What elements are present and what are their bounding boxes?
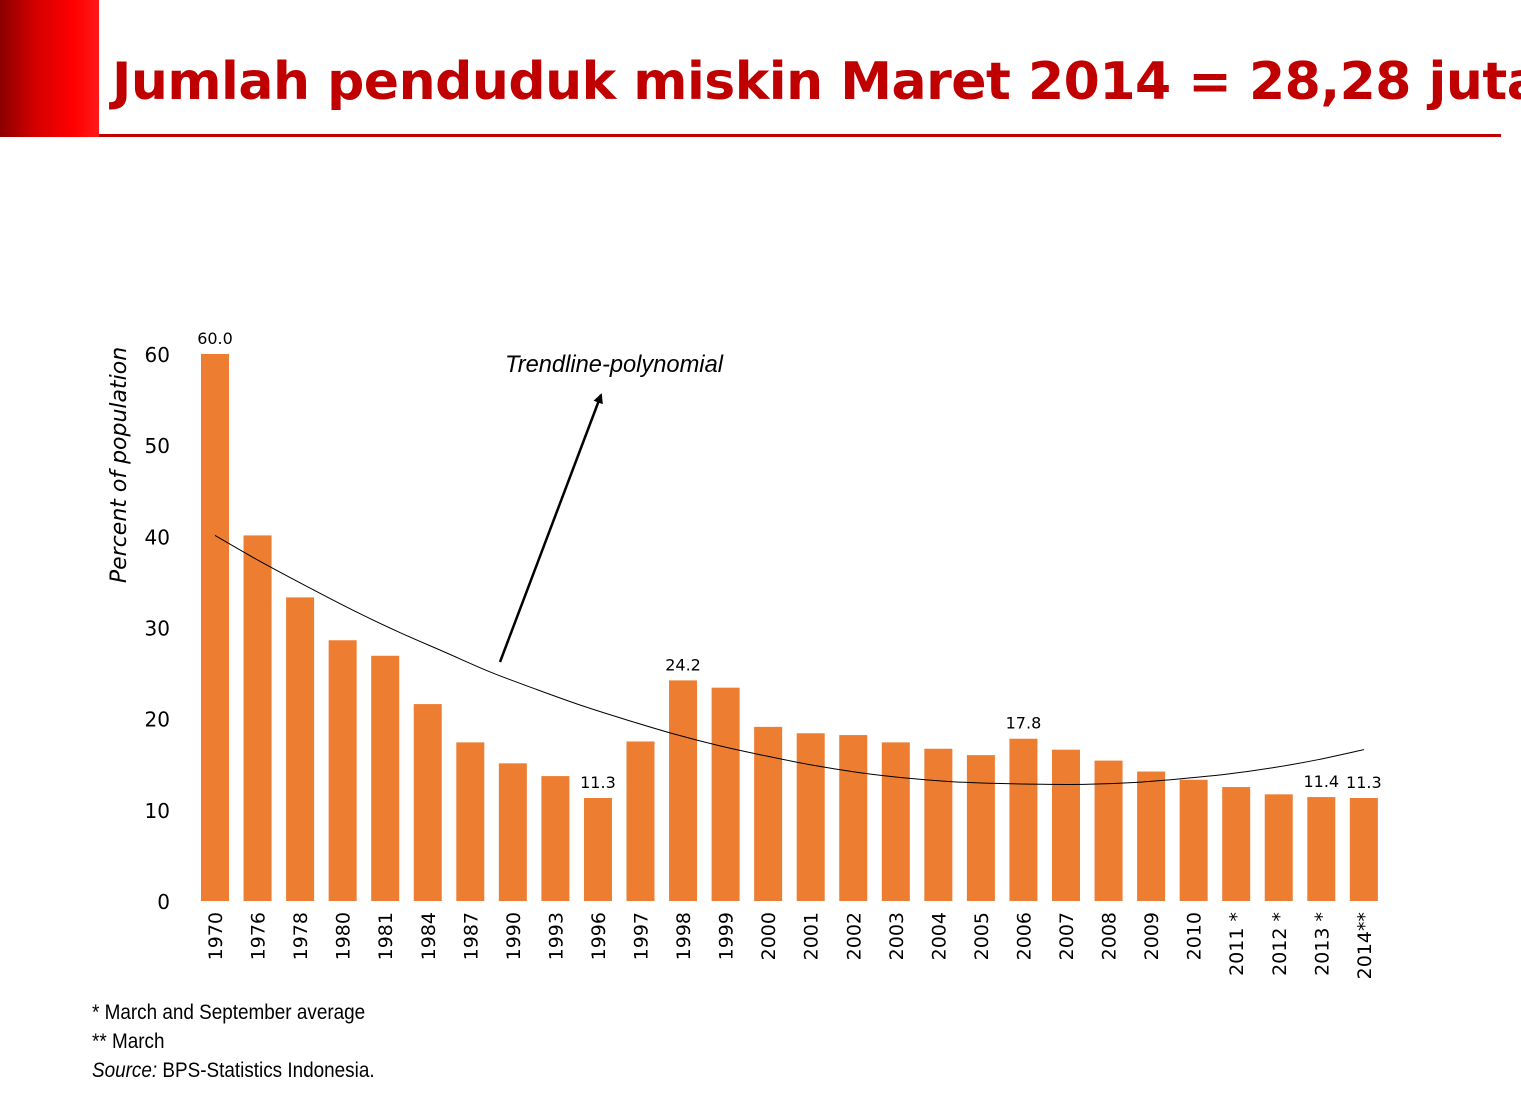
x-tick-label: 2014** (1354, 912, 1376, 979)
bar (1264, 794, 1293, 901)
x-tick-label: 1987 (460, 912, 482, 960)
bar (881, 742, 910, 901)
x-tick-label: 2010 (1184, 912, 1206, 960)
bar (541, 776, 570, 901)
x-tick-label: 2002 (843, 912, 865, 960)
x-tick-label: 1980 (333, 912, 355, 960)
y-tick-label: 0 (157, 890, 170, 914)
x-tick-label: 1998 (673, 912, 695, 960)
data-label: 60.0 (197, 329, 233, 348)
bar (498, 763, 527, 901)
x-tick-label: 1997 (631, 912, 653, 960)
bar (201, 354, 229, 901)
x-tick-label: 2003 (886, 912, 908, 960)
x-tick-label: 1981 (375, 912, 397, 960)
bar (669, 680, 698, 901)
slide-title: Jumlah penduduk miskin Maret 2014 = 28,2… (112, 52, 1521, 112)
bar (1349, 797, 1378, 901)
trendline (214, 534, 1364, 785)
footnote-double-star: ** March (92, 1030, 165, 1053)
bar (966, 755, 995, 901)
bar (711, 687, 740, 901)
bar (1009, 738, 1038, 901)
bar (456, 742, 485, 901)
x-tick-label: 2005 (971, 912, 993, 960)
source-label: Source: (92, 1059, 158, 1082)
y-axis-title: Percent of population (107, 347, 132, 583)
bar (243, 535, 272, 901)
bar (371, 655, 400, 901)
x-tick-label: 1996 (588, 912, 610, 960)
bar (626, 741, 655, 901)
x-tick-label: 2008 (1099, 912, 1121, 960)
bar (1222, 787, 1251, 901)
y-tick-label: 40 (145, 525, 170, 549)
x-tick-label: 2009 (1141, 912, 1163, 960)
x-tick-label: 1970 (205, 912, 227, 960)
x-tick-label: 1976 (248, 912, 270, 960)
y-axis: 0 10 20 30 40 50 60 (145, 343, 170, 914)
bar (754, 726, 783, 901)
y-tick-label: 20 (145, 708, 170, 732)
bar (1094, 760, 1123, 901)
bar (413, 704, 442, 901)
bar (1052, 749, 1080, 901)
y-tick-label: 60 (145, 343, 170, 367)
x-tick-label: 2000 (758, 912, 780, 960)
source-text: BPS-Statistics Indonesia. (157, 1059, 375, 1082)
x-tick-label: 1984 (418, 912, 440, 960)
y-tick-label: 10 (145, 799, 170, 823)
trendline-annotation-label: Trendline-polynomial (505, 351, 724, 378)
footnote-single-star: * March and September average (92, 1001, 366, 1024)
y-tick-label: 30 (145, 617, 170, 641)
trendline-curve (214, 534, 1364, 785)
bar (583, 797, 612, 901)
title-accent-block (0, 0, 99, 137)
chart-footnotes: * March and September average ** March S… (92, 998, 375, 1085)
data-labels: 60.0 11.3 24.2 17.8 11.4 11.3 (197, 329, 1381, 792)
x-tick-label: 2001 (801, 912, 823, 960)
bars (201, 354, 1378, 901)
title-divider (99, 134, 1501, 137)
bar (328, 640, 357, 901)
x-tick-label: 2007 (1056, 912, 1078, 960)
bar (286, 597, 315, 901)
x-tick-label: 1999 (716, 912, 738, 960)
data-label: 24.2 (665, 655, 701, 674)
x-tick-label: 2012 * (1269, 912, 1291, 976)
y-tick-label: 50 (145, 434, 170, 458)
bar (1137, 771, 1166, 901)
data-label: 11.4 (1303, 772, 1339, 791)
data-label: 17.8 (1006, 714, 1042, 733)
x-tick-label: 2004 (928, 912, 950, 960)
x-tick-label: 2013 * (1311, 912, 1333, 976)
x-tick-label: 2006 (1013, 912, 1035, 960)
trendline-annotation-arrow (498, 393, 603, 663)
bar (1179, 779, 1208, 901)
source-note: Source: BPS-Statistics Indonesia. (92, 1056, 375, 1085)
x-tick-label: 1978 (290, 912, 312, 960)
bar (924, 748, 953, 901)
x-axis-labels: 1970 1976 1978 1980 1981 1984 1987 1990 1993 1996… (205, 912, 1376, 979)
x-tick-label: 2011 * (1226, 912, 1248, 976)
x-tick-label: 1990 (503, 912, 525, 960)
x-tick-label: 1993 (545, 912, 567, 960)
data-label: 11.3 (1346, 773, 1382, 792)
bar (796, 733, 825, 901)
bar (839, 735, 868, 901)
bar (1307, 797, 1336, 901)
data-label: 11.3 (580, 773, 616, 792)
